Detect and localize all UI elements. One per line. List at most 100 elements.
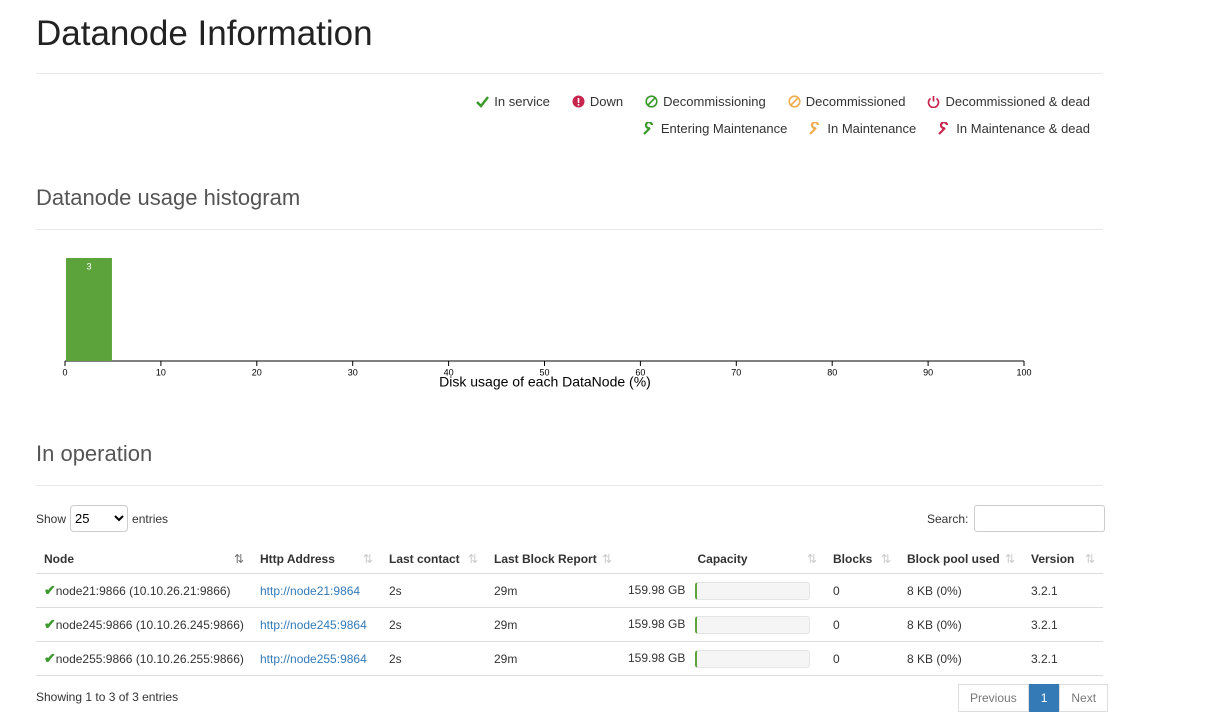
table-cell: 3.2.1 [1023, 573, 1103, 608]
legend-item: In Maintenance [809, 121, 916, 136]
table-cell: 0 [825, 641, 899, 676]
page-button[interactable]: Previous [958, 684, 1029, 712]
data-label: 3 [86, 261, 91, 271]
table-cell: 29m [486, 573, 620, 608]
x-tick-label: 20 [252, 367, 262, 377]
legend-icon [476, 96, 490, 108]
capacity: 159.98 GB [628, 616, 686, 631]
table-cell: http://node255:9864 [252, 641, 381, 676]
x-tick-label: 70 [731, 367, 741, 377]
cell-text: 3.2.1 [1031, 583, 1058, 598]
pagination: Previous 1 Next [958, 684, 1109, 712]
table-cell: 8 KB (0%) [899, 641, 1023, 676]
length-control: Show 25 entries [36, 505, 168, 532]
x-tick-label: 30 [348, 367, 358, 377]
legend-icon [938, 122, 949, 135]
http-link[interactable]: http://node255:9864 [260, 651, 367, 666]
usage-bar [695, 649, 811, 668]
table-cell: 8 KB (0%) [899, 607, 1023, 642]
legend-item: In Maintenance & dead [938, 121, 1090, 136]
histogram: Disk usage of each DataNode (%) 0 10 20 30 4… [62, 258, 1032, 390]
legend-row: Entering Maintenance In Maintenance In Mai… [643, 121, 1090, 136]
cell-text: 29m [494, 617, 518, 632]
bar [66, 258, 112, 361]
column-header[interactable]: Blocks ⇅ [825, 545, 899, 574]
http-link[interactable]: http://node245:9864 [260, 617, 367, 632]
section-title: Datanode usage histogram [36, 185, 301, 210]
table-cell: http://node245:9864 [252, 607, 381, 642]
divider [36, 485, 1103, 486]
column-header[interactable]: Http Address ⇅ [252, 545, 381, 574]
column-label: Block pool used [907, 552, 1000, 566]
page-length-select[interactable]: 25 [70, 505, 129, 532]
status-icon: ✔ [44, 582, 56, 598]
table-cell: 2s [381, 641, 486, 676]
node-name: node245:9866 (10.10.26.245:9866) [55, 618, 244, 632]
table-cell: 159.98 GB [620, 573, 825, 608]
column-header[interactable]: Node ⇅ [36, 545, 252, 574]
legend-item: Down [572, 94, 623, 109]
sort-icon: ⇅ [1084, 552, 1095, 566]
column-label: Blocks [833, 552, 873, 566]
status-icon: ✔ [44, 616, 56, 632]
column-header[interactable]: Last Block Report ⇅ [486, 545, 620, 574]
cell-text: 3.2.1 [1031, 651, 1058, 666]
table-cell: 0 [825, 573, 899, 608]
column-label: Http Address [260, 552, 335, 566]
x-axis-label: Disk usage of each DataNode (%) [439, 374, 651, 390]
label: entries [132, 511, 169, 526]
column-label: Last contact [389, 552, 460, 566]
legend-item: Decommissioned [788, 94, 905, 109]
table-cell: ✔node245:9866 (10.10.26.245:9866) [36, 607, 252, 642]
sort-icon: ⇅ [362, 552, 373, 566]
x-tick-label: 60 [635, 367, 645, 377]
cell-text: 0 [833, 651, 840, 666]
cell-text: 8 KB (0%) [907, 583, 962, 598]
x-tick-label: 100 [1016, 367, 1031, 377]
cell-text: 2s [389, 583, 402, 598]
column-header[interactable]: Version ⇅ [1023, 545, 1103, 574]
legend-icon [788, 95, 801, 108]
cell-text: 3.2.1 [1031, 617, 1058, 632]
header-row: Node ⇅ Http Address ⇅ Last contact ⇅ Last Bloc… [36, 545, 1103, 574]
legend-icon [643, 122, 653, 135]
table-cell: ✔node21:9866 (10.10.26.21:9866) [36, 573, 252, 608]
page-button[interactable]: 1 [1028, 684, 1060, 712]
search-control: Search: [927, 505, 1106, 532]
legend-icon [928, 96, 940, 108]
table-cell: 159.98 GB [620, 607, 825, 642]
search-input[interactable] [974, 505, 1106, 532]
cell-text: 2s [389, 617, 402, 632]
legend-label: Entering Maintenance [660, 121, 788, 136]
column-label: Last Block Report [494, 552, 597, 566]
table-cell: 29m [486, 607, 620, 642]
table-cell: 8 KB (0%) [899, 573, 1023, 608]
cell-text: 0 [833, 583, 840, 598]
cell-text: 0 [833, 617, 840, 632]
sort-icon: ⇅ [880, 552, 891, 566]
table-cell: 2s [381, 607, 486, 642]
usage-bar [695, 615, 811, 634]
cell-text: 29m [494, 583, 518, 598]
column-header[interactable]: Last contact ⇅ [381, 545, 486, 574]
legend-icon [645, 95, 658, 108]
http-link[interactable]: http://node21:9864 [260, 583, 361, 598]
table-cell: http://node21:9864 [252, 573, 381, 608]
legend-item: Entering Maintenance [643, 121, 787, 136]
table-cell: 3.2.1 [1023, 641, 1103, 676]
page-button[interactable]: Next [1059, 684, 1109, 712]
column-label: Version [1031, 552, 1075, 566]
divider [36, 229, 1103, 230]
table-cell: 3.2.1 [1023, 607, 1103, 642]
cell-text: 2s [389, 651, 402, 666]
column-header[interactable]: Capacity ⇅ [620, 545, 825, 574]
sort-icon: ⇅ [233, 552, 244, 566]
node-name: node21:9866 (10.10.26.21:9866) [55, 584, 231, 598]
table-cell: 0 [825, 607, 899, 642]
column-header[interactable]: Block pool used ⇅ [899, 545, 1023, 574]
legend-label: In Maintenance [827, 121, 917, 136]
legend-icon [572, 95, 585, 108]
datanode-table: Node ⇅ Http Address ⇅ Last contact ⇅ Last Bloc… [36, 545, 1103, 676]
table-cell: 159.98 GB [620, 641, 825, 676]
legend-label: Decommissioned & dead [945, 94, 1090, 109]
